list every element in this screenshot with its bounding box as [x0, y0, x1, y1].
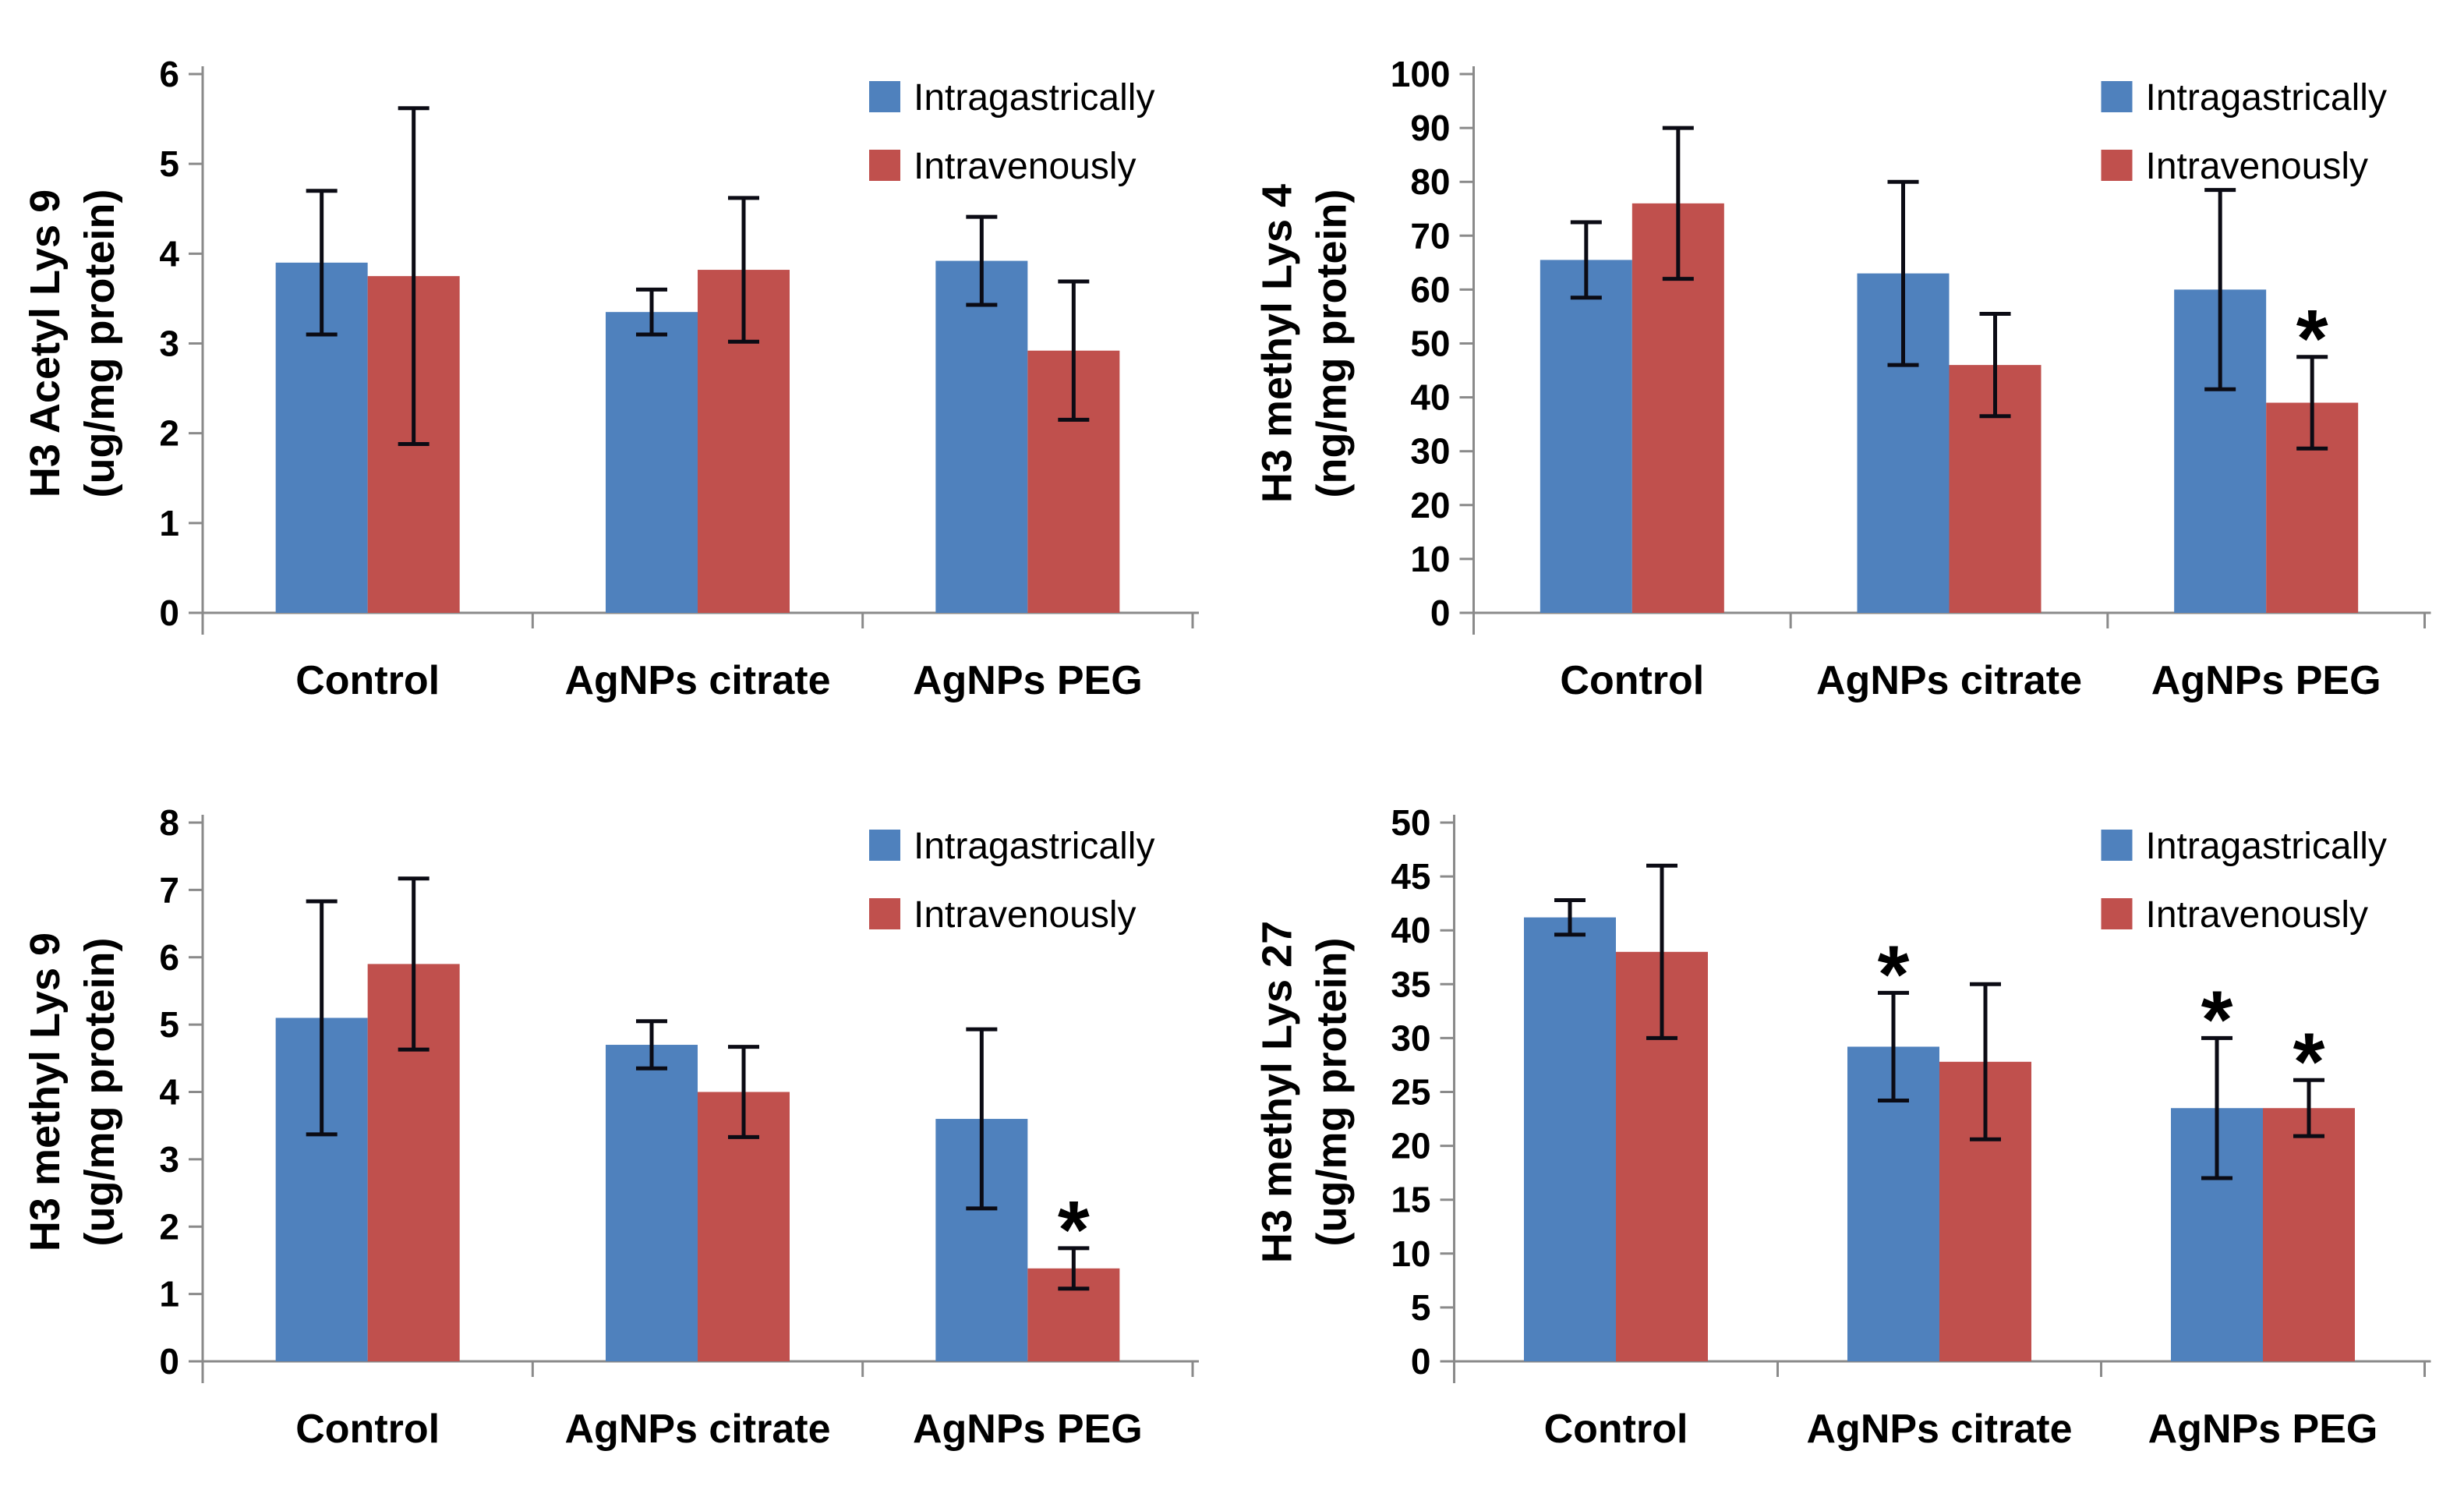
bar-intragastrically — [1540, 260, 1632, 613]
y-tick-label: 45 — [1391, 856, 1430, 897]
y-tick-label: 1 — [159, 1274, 179, 1315]
chart-panel-h3-acetyl-lys9: 0 1 2 3 4 5 6 Control AgNPs citrate AgNPs PEG H3 A… — [0, 0, 1232, 748]
legend-label: Intravenously — [914, 146, 1137, 187]
bar-intragastrically — [606, 312, 698, 613]
y-tick-label: 1 — [159, 503, 179, 543]
chart-h3-acetyl-lys9: 0 1 2 3 4 5 6 Control AgNPs citrate AgNPs PEG H3 A… — [22, 54, 1199, 703]
y-tick-label: 3 — [159, 1139, 179, 1180]
category-label: AgNPs PEG — [2148, 1407, 2378, 1452]
y-tick-label: 6 — [159, 54, 179, 94]
chart-panel-h3-methyl-lys27: 0 5 10 15 20 25 30 35 40 45 50 Control AgNPs citrate… — [1232, 748, 2464, 1497]
y-axis-label-line: H3 methyl Lys 4 — [1254, 184, 1301, 503]
y-tick-label: 10 — [1410, 539, 1450, 579]
legend-swatch — [869, 81, 900, 112]
y-tick-label: 35 — [1391, 964, 1430, 1004]
y-tick-label: 0 — [159, 593, 179, 633]
y-tick-label: 0 — [1411, 1341, 1431, 1382]
legend-label: Intragastrically — [2146, 826, 2387, 867]
chart-panel-h3-methyl-lys4: 0 10 20 30 40 50 60 70 80 90 100 Control AgNPs citra… — [1232, 0, 2464, 748]
legend-swatch — [869, 150, 900, 181]
y-axis-label-line: H3 methyl Lys 9 — [22, 933, 69, 1251]
category-label: AgNPs citrate — [565, 1407, 831, 1452]
y-axis-label-line: H3 methyl Lys 27 — [1254, 921, 1301, 1263]
legend-label: Intravenously — [914, 894, 1137, 936]
y-tick-label: 50 — [1391, 802, 1430, 843]
legend-label: Intragastrically — [914, 826, 1154, 867]
bar-intravenously — [2263, 1108, 2355, 1361]
y-tick-label: 40 — [1410, 377, 1450, 418]
significance-asterisk: * — [1878, 929, 1910, 1020]
y-tick-label: 40 — [1391, 910, 1430, 950]
y-tick-label: 5 — [159, 1004, 179, 1045]
category-label: AgNPs PEG — [913, 1407, 1143, 1452]
y-tick-label: 6 — [159, 937, 179, 978]
y-tick-label: 80 — [1410, 161, 1450, 202]
y-axis-label-line: (ug/mg protein) — [76, 189, 123, 498]
y-axis-label-line: (ug/mg protein) — [1309, 938, 1356, 1247]
category-label: AgNPs citrate — [1807, 1407, 2073, 1452]
legend-swatch — [2101, 150, 2133, 181]
category-label: Control — [1560, 658, 1704, 703]
y-tick-label: 90 — [1410, 108, 1450, 148]
y-tick-label: 2 — [159, 413, 179, 454]
y-tick-label: 15 — [1391, 1180, 1430, 1220]
legend-label: Intravenously — [2146, 146, 2369, 187]
y-tick-label: 100 — [1391, 54, 1451, 94]
significance-asterisk: * — [1058, 1184, 1090, 1276]
y-tick-label: 30 — [1391, 1017, 1430, 1058]
y-axis-label-line: H3 Acetyl Lys 9 — [22, 189, 69, 497]
y-axis-label-line: (ug/mg protein) — [76, 938, 123, 1247]
legend-swatch — [2101, 830, 2133, 861]
y-tick-label: 10 — [1391, 1233, 1430, 1274]
y-tick-label: 20 — [1391, 1126, 1430, 1166]
category-label: AgNPs citrate — [1816, 658, 2082, 703]
chart-h3-methyl-lys9: 0 1 2 3 4 5 6 7 8 Control AgNPs citrate AgNPs PEG * H… — [22, 802, 1199, 1452]
y-tick-label: 5 — [159, 143, 179, 184]
legend-label: Intravenously — [2146, 894, 2369, 936]
legend-swatch — [869, 898, 900, 929]
category-label: Control — [1544, 1407, 1688, 1452]
y-tick-label: 20 — [1410, 485, 1450, 526]
y-tick-label: 5 — [1411, 1287, 1431, 1328]
category-label: Control — [295, 1407, 440, 1452]
y-tick-label: 4 — [159, 1072, 179, 1113]
legend-swatch — [2101, 81, 2133, 112]
legend-swatch — [2101, 898, 2133, 929]
y-tick-label: 70 — [1410, 215, 1450, 256]
significance-asterisk: * — [2296, 293, 2328, 384]
y-tick-label: 8 — [159, 802, 179, 843]
y-tick-label: 50 — [1410, 324, 1450, 364]
y-axis-label-line: (ng/mg protein) — [1309, 189, 1356, 498]
category-label: AgNPs PEG — [913, 658, 1143, 703]
y-tick-label: 25 — [1391, 1072, 1430, 1113]
y-tick-label: 3 — [159, 324, 179, 364]
legend-label: Intragastrically — [2146, 77, 2387, 119]
chart-h3-methyl-lys4: 0 10 20 30 40 50 60 70 80 90 100 Control AgNPs citra… — [1254, 54, 2431, 703]
y-tick-label: 30 — [1410, 431, 1450, 472]
y-tick-label: 0 — [159, 1341, 179, 1382]
chart-panel-h3-methyl-lys9: 0 1 2 3 4 5 6 7 8 Control AgNPs citrate AgNPs PEG * H… — [0, 748, 1232, 1497]
y-tick-label: 4 — [159, 233, 179, 274]
legend-swatch — [869, 830, 900, 861]
y-tick-label: 0 — [1430, 593, 1451, 633]
significance-asterisk: * — [2293, 1016, 2325, 1107]
y-tick-label: 7 — [159, 869, 179, 910]
category-label: AgNPs citrate — [565, 658, 831, 703]
significance-asterisk: * — [2201, 974, 2233, 1065]
chart-h3-methyl-lys27: 0 5 10 15 20 25 30 35 40 45 50 Control AgNPs citrate… — [1254, 802, 2431, 1452]
bar-intragastrically — [606, 1045, 698, 1361]
y-tick-label: 2 — [159, 1206, 179, 1247]
bar-intragastrically — [935, 260, 1028, 613]
legend-label: Intragastrically — [914, 77, 1154, 119]
y-tick-label: 60 — [1410, 269, 1450, 310]
category-label: AgNPs PEG — [2151, 658, 2381, 703]
category-label: Control — [295, 658, 440, 703]
bar-intragastrically — [1524, 917, 1616, 1361]
